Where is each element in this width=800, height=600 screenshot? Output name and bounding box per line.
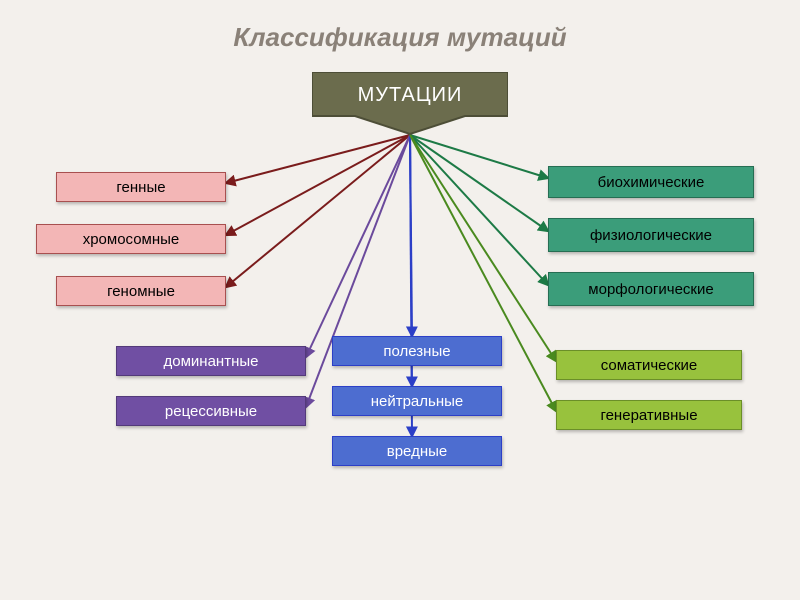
category-vre: вредные	[332, 436, 502, 466]
category-neu: нейтральные	[332, 386, 502, 416]
root-shape: МУТАЦИИ	[312, 72, 508, 144]
category-mor: морфологические	[548, 272, 754, 306]
category-som: соматические	[556, 350, 742, 380]
page-title: Классификация мутаций	[0, 0, 800, 53]
category-bio: биохимические	[548, 166, 754, 198]
category-chrom: хромосомные	[36, 224, 226, 254]
category-rec: рецессивные	[116, 396, 306, 426]
category-pol: полезные	[332, 336, 502, 366]
category-gene: генные	[56, 172, 226, 202]
category-dom: доминантные	[116, 346, 306, 376]
category-genom: геномные	[56, 276, 226, 306]
category-gen: генеративные	[556, 400, 742, 430]
category-phy: физиологические	[548, 218, 754, 252]
svg-text:МУТАЦИИ: МУТАЦИИ	[358, 84, 463, 106]
